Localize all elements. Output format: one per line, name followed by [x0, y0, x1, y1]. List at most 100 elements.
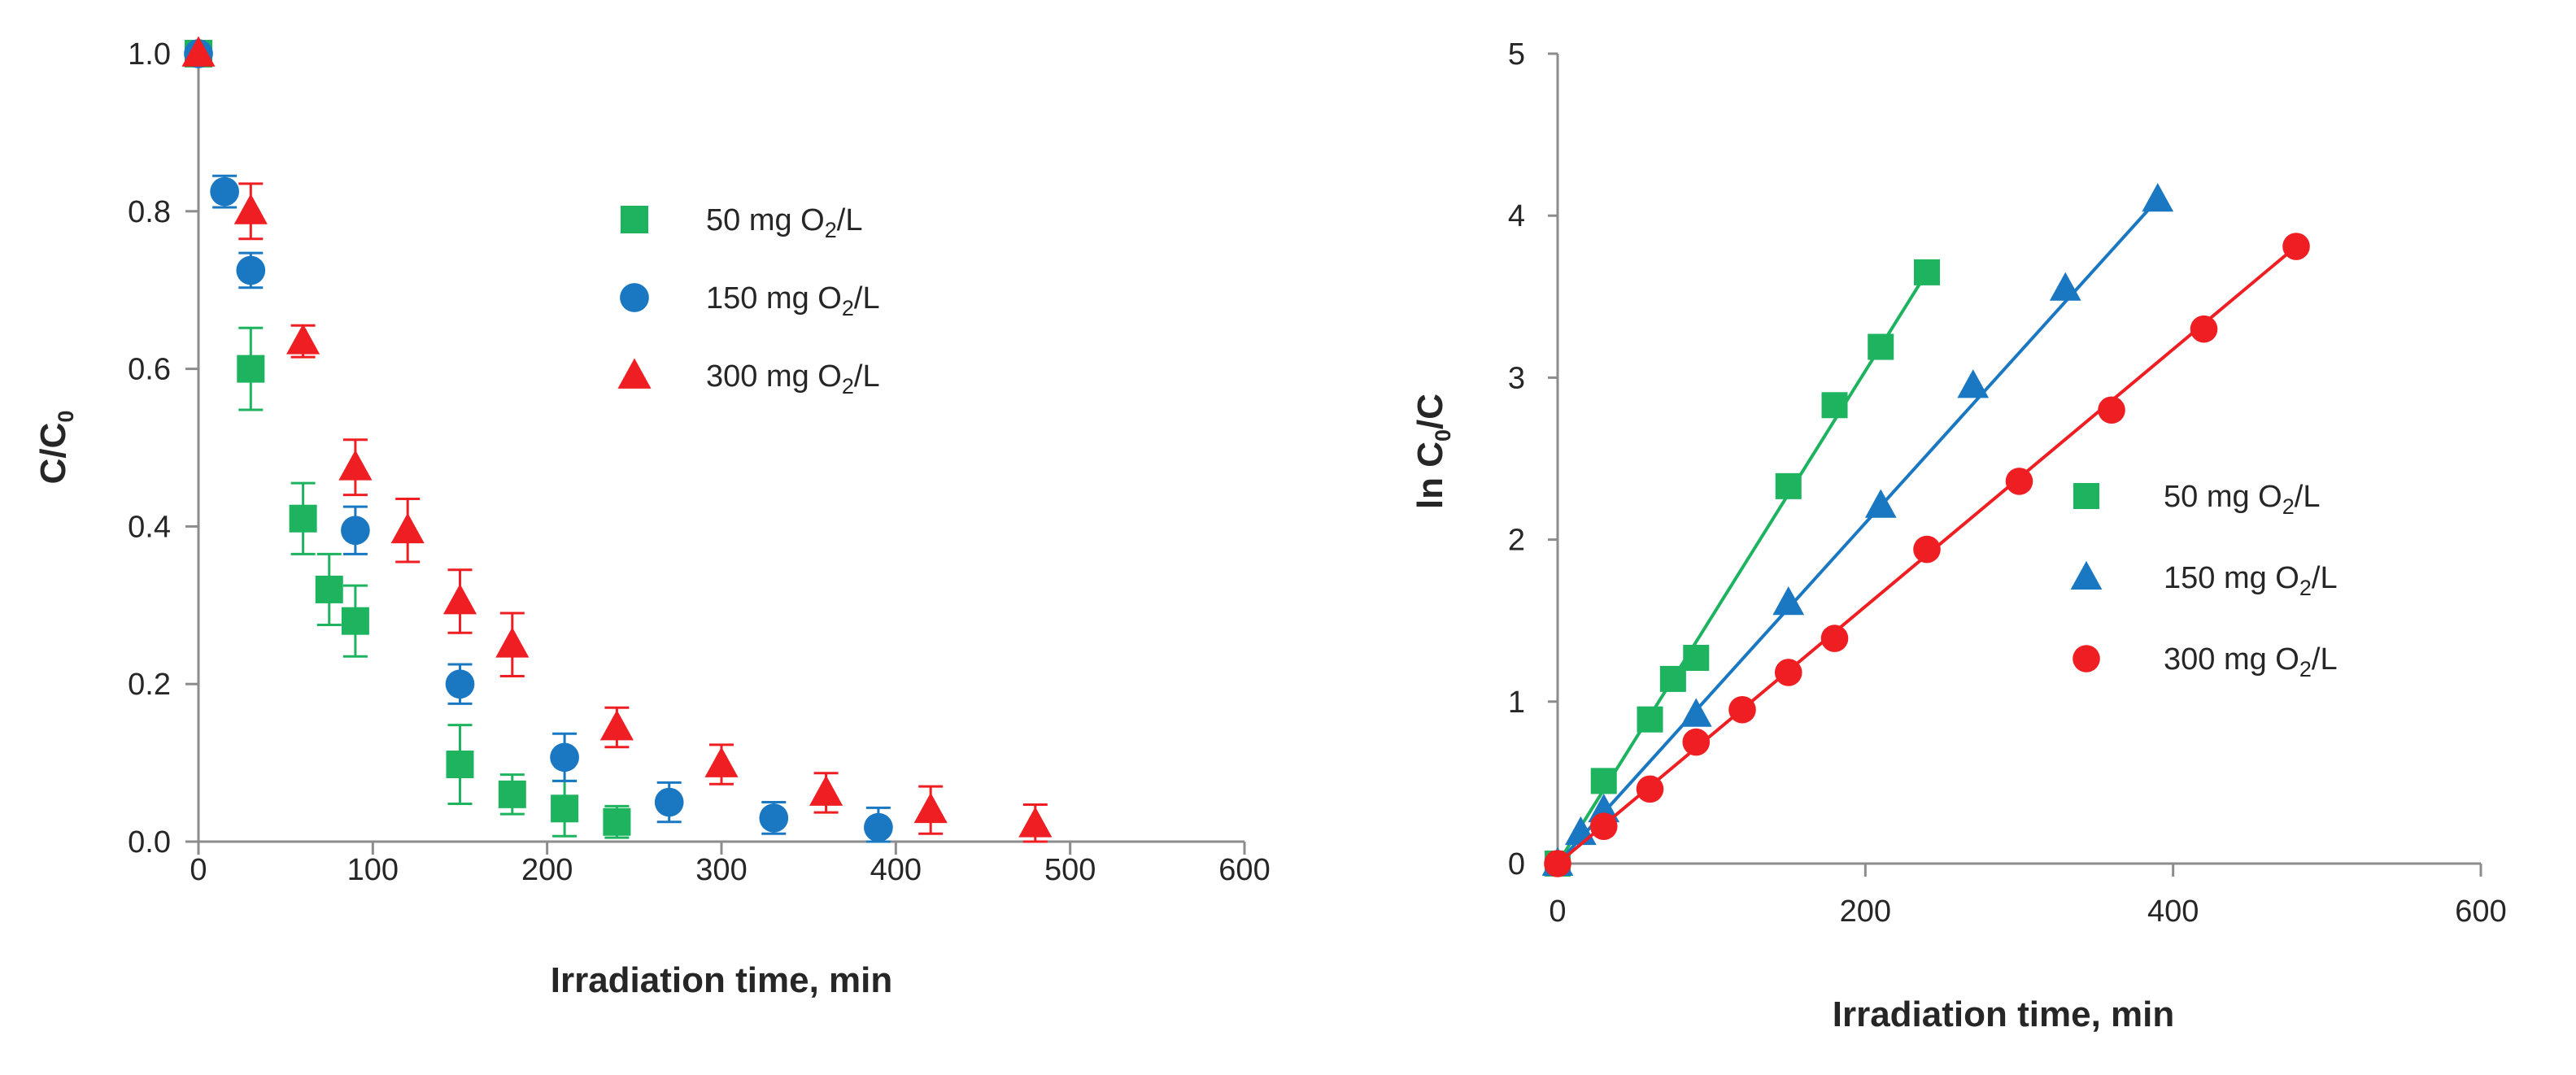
chart-right: 0 1 2 3 4 5 0 200 400 600 Irradiation time, min ln … [1410, 37, 2507, 1034]
data-point [603, 807, 631, 836]
legend-label-subscript: 2 [842, 374, 854, 398]
data-point [210, 176, 239, 207]
series-circle-2 [1544, 233, 2310, 877]
data-point [1728, 695, 1756, 724]
x-axis-title: Irradiation time, min [551, 960, 893, 1000]
data-point [2098, 396, 2125, 424]
data-point [759, 803, 789, 833]
legend-label-suffix: /L [854, 359, 880, 394]
data-point [1775, 472, 1802, 499]
y-tick-label: 5 [1508, 37, 1525, 72]
series-triangle-2 [181, 36, 1053, 843]
y-tick-label: 2 [1508, 524, 1525, 558]
x-tick-label: 0 [190, 853, 207, 887]
data-point [2190, 315, 2218, 343]
y-tick-label: 0.0 [128, 825, 171, 860]
data-point [1637, 706, 1663, 733]
x-tick-label: 300 [695, 853, 747, 887]
data-point [2282, 233, 2310, 260]
legend-label-main: 150 mg O [2164, 561, 2299, 595]
data-point [286, 324, 320, 355]
legend-marker [621, 206, 648, 233]
y-tick-label: 4 [1508, 199, 1525, 233]
y-tick-label: 0.6 [128, 353, 171, 387]
legend-label: 150 mg O2/L [706, 281, 880, 320]
legend-marker [2073, 645, 2100, 672]
y-tick-label: 3 [1508, 361, 1525, 395]
y-axis-title-subscript: 0 [54, 411, 78, 423]
data-point [550, 742, 579, 773]
x-tick-label: 500 [1044, 853, 1096, 887]
data-point [315, 575, 343, 603]
data-point [390, 512, 425, 544]
x-tick-label: 400 [870, 853, 922, 887]
data-point [654, 787, 684, 817]
data-point [1864, 489, 1897, 518]
data-point [341, 516, 370, 546]
series-triangle-1 [1541, 183, 2174, 876]
legend-marker [2073, 483, 2099, 509]
series-circle-1 [184, 39, 893, 843]
legend-label-subscript: 2 [2299, 657, 2312, 681]
data-point [2049, 272, 2081, 301]
legend-label-main: 300 mg O [706, 359, 842, 394]
legend-label: 150 mg O2/L [2164, 561, 2338, 600]
series-square-0 [185, 40, 631, 839]
legend-label: 50 mg O2/L [2164, 480, 2320, 519]
data-point [1772, 586, 1805, 616]
data-point [551, 794, 579, 823]
x-tick-label: 100 [347, 853, 399, 887]
chart-left: 0.0 0.2 0.4 0.6 0.8 1.0 0 100 200 300 400 500 600 Irr… [33, 36, 1271, 1000]
legend-label-main: 50 mg O [706, 203, 825, 237]
data-point [1589, 812, 1618, 840]
data-point [1544, 850, 1571, 877]
data-point [445, 669, 475, 699]
data-point [1588, 794, 1620, 823]
legend-label-suffix: /L [2312, 561, 2338, 595]
data-point [2142, 183, 2174, 212]
legend-label-main: 150 mg O [706, 281, 842, 316]
data-point [1957, 369, 1990, 398]
data-point [237, 355, 265, 383]
legend-label-suffix: /L [854, 281, 880, 316]
x-tick-label: 200 [1840, 894, 1891, 929]
x-tick-label: 400 [2147, 894, 2199, 929]
y-tick-label: 0.4 [128, 510, 171, 544]
legend-label-main: 300 mg O [2164, 642, 2299, 677]
data-point [446, 751, 474, 779]
data-point [1680, 698, 1712, 727]
legend-label-subscript: 2 [825, 218, 837, 242]
data-point [599, 709, 634, 741]
legend-label: 300 mg O2/L [2164, 642, 2338, 681]
data-point [2005, 468, 2033, 495]
data-point [1682, 728, 1711, 756]
legend-marker [617, 358, 652, 389]
trend-line [1556, 198, 2160, 865]
data-point [1590, 768, 1617, 794]
data-point [495, 627, 530, 658]
data-point [1018, 807, 1053, 838]
x-axis-title: Irradiation time, min [1833, 994, 2175, 1034]
data-point [809, 775, 843, 806]
y-axis-title-subscript: 0 [1431, 429, 1455, 442]
data-point [181, 36, 216, 67]
x-tick-label: 600 [1218, 853, 1270, 887]
y-axis-title: C/C0 [33, 411, 78, 485]
y-tick-label: 0.8 [128, 195, 171, 229]
data-point [1821, 392, 1848, 419]
legend-label: 300 mg O2/L [706, 359, 880, 398]
legend-label-subscript: 2 [842, 296, 854, 320]
data-point [341, 607, 369, 635]
data-point [1659, 665, 1686, 692]
data-point [913, 792, 948, 824]
y-axis-title-suffix: /C [1410, 394, 1450, 429]
data-point [704, 746, 739, 777]
data-point [289, 504, 317, 533]
legend-label: 50 mg O2/L [706, 203, 862, 242]
x-tick-label: 600 [2455, 894, 2506, 929]
x-tick-label: 0 [1549, 894, 1566, 929]
legend-label-subscript: 2 [2299, 576, 2312, 600]
legend-label-main: 50 mg O [2164, 480, 2282, 514]
